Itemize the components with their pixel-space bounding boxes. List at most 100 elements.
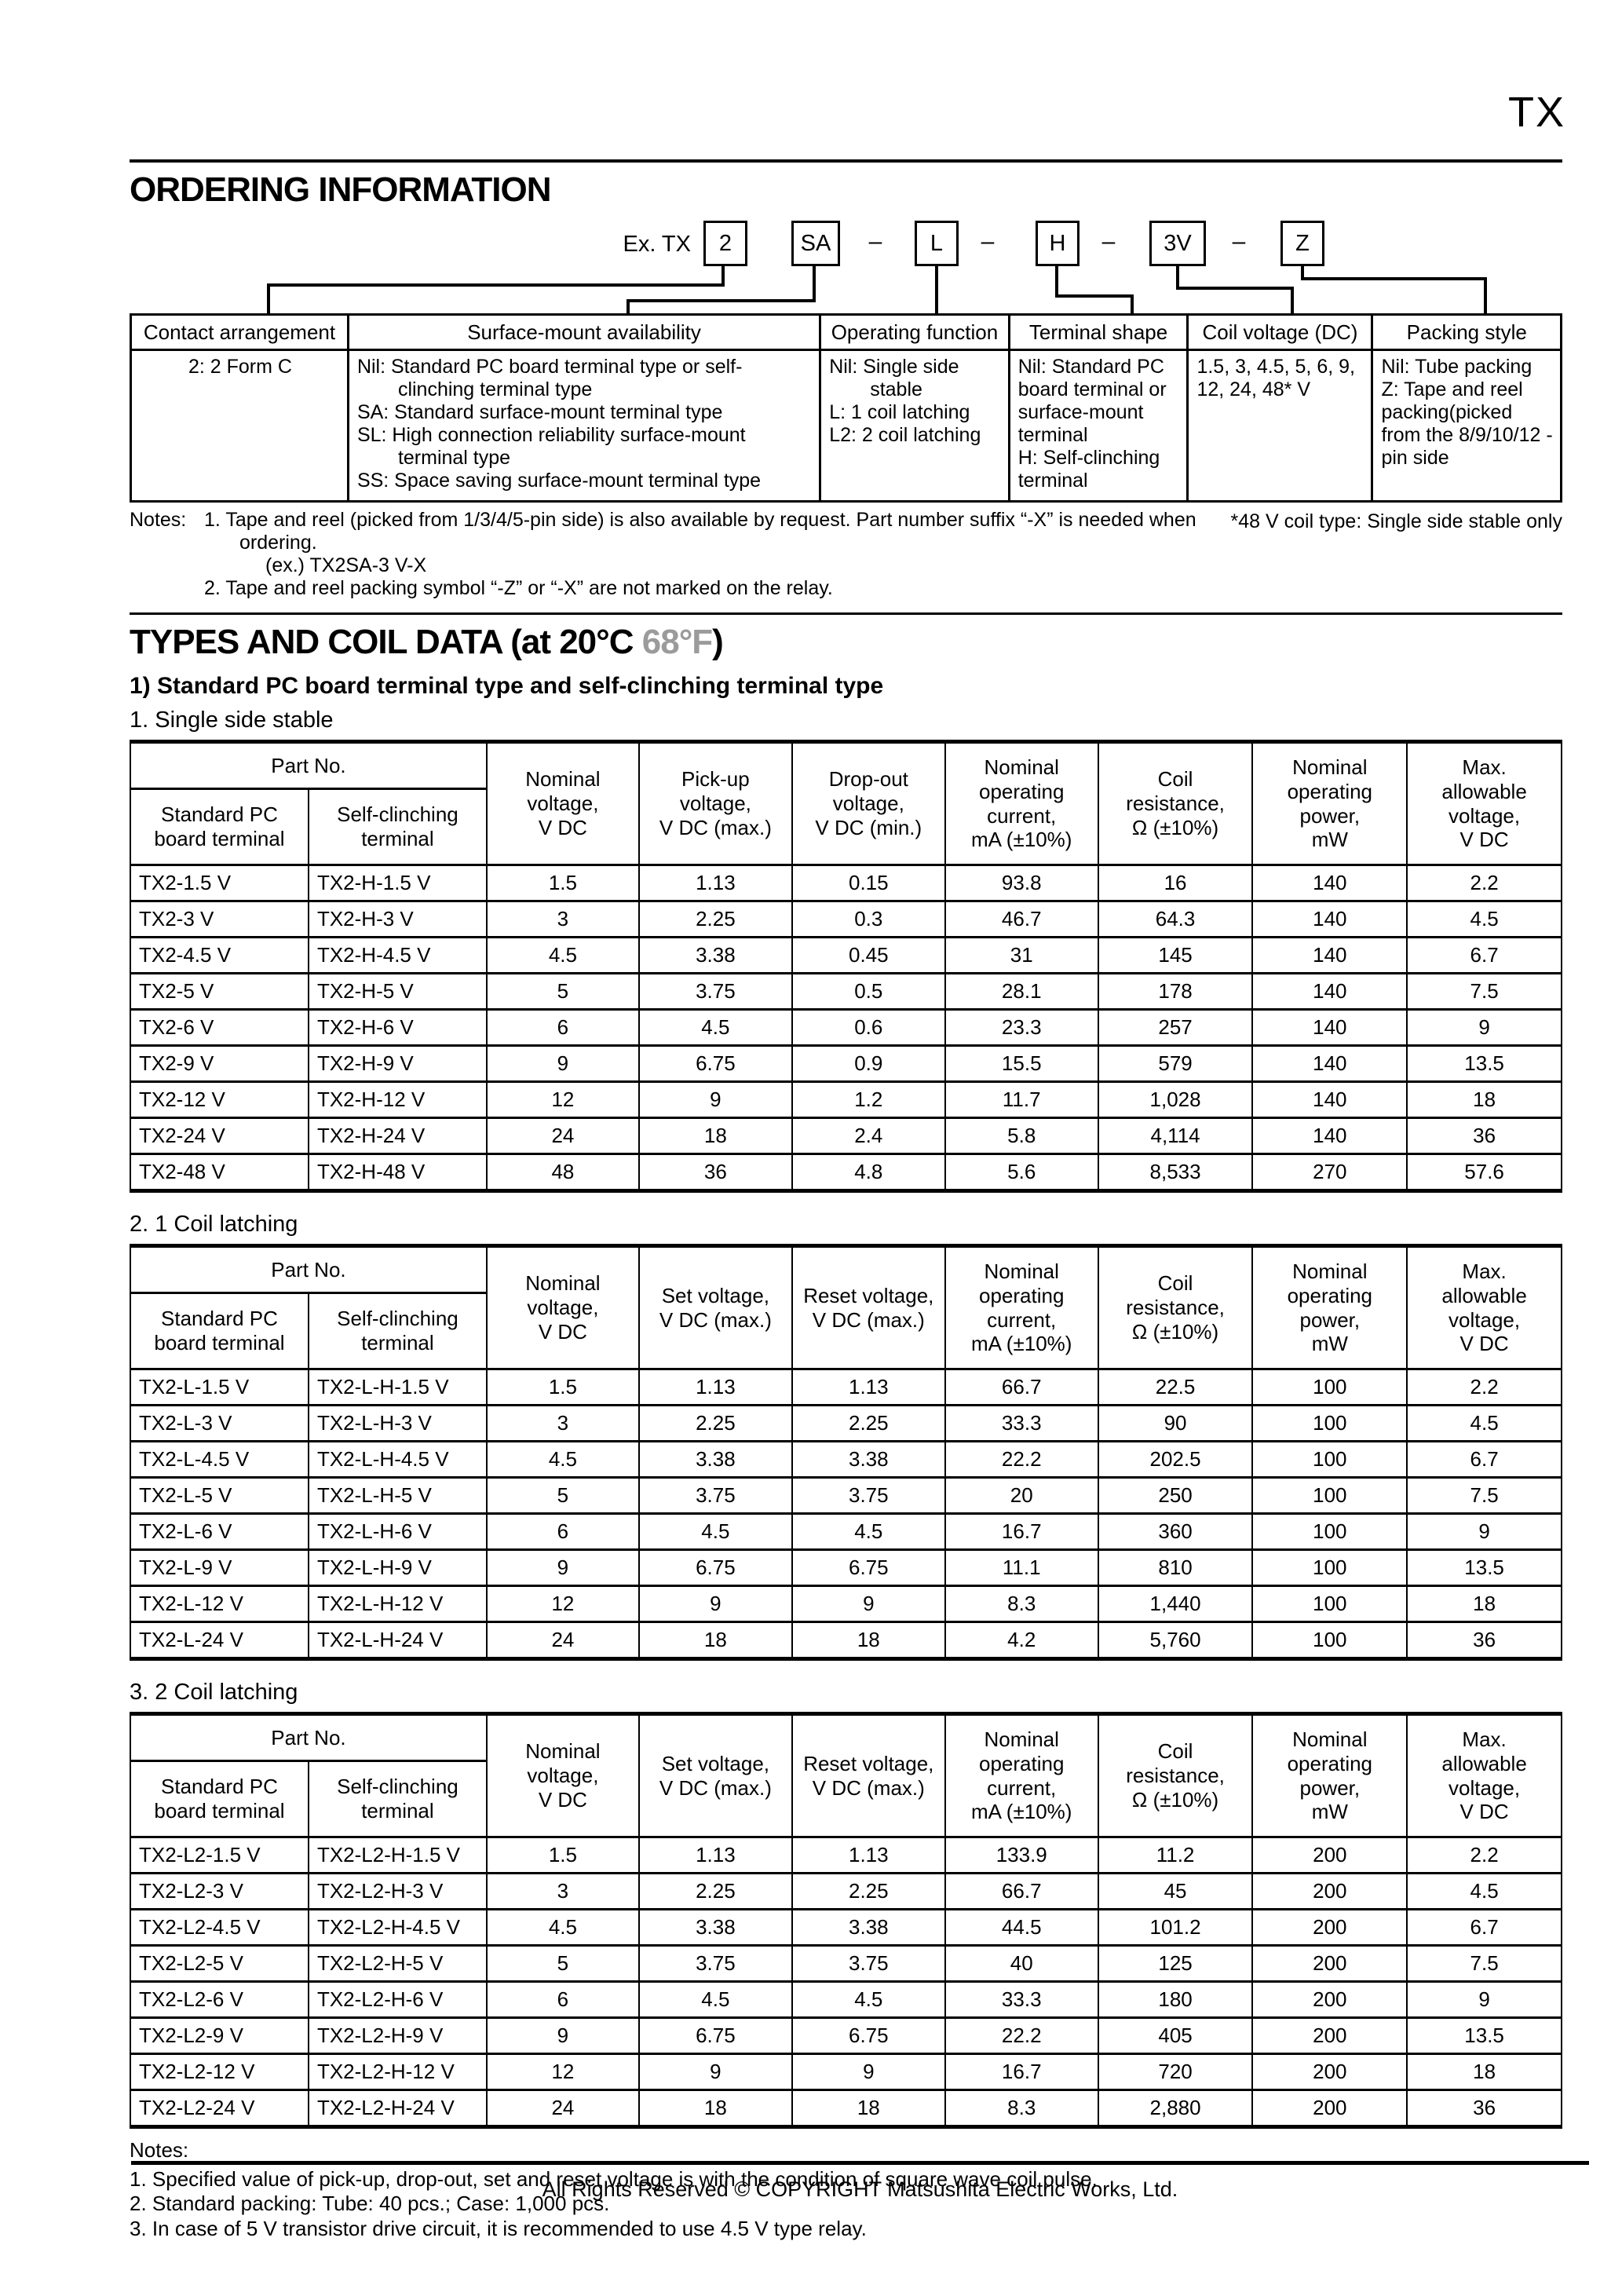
- value-cell: 4.5: [1406, 1404, 1562, 1442]
- value-cell: 2,880: [1097, 2089, 1254, 2128]
- table-row: TX2-4.5 V TX2-H-4.5 V 4.5 3.38 0.45 31 145 140 6…: [130, 936, 1562, 974]
- ordering-table-body-row: 2: 2 Form C Nil: Standard PC board termi…: [130, 349, 1562, 503]
- value-cell: 200: [1251, 2053, 1408, 2091]
- pn-connector-segment: [935, 266, 938, 313]
- value-cell: 13.5: [1406, 1548, 1562, 1587]
- self-clinching-terminal-header: Self-clinching terminal: [307, 1760, 488, 1838]
- coil-resistance-header: Coil resistance, Ω (±10%): [1097, 1245, 1254, 1370]
- value-cell: 8.3: [944, 2089, 1099, 2128]
- part-number-cell: TX2-L-5 V: [130, 1476, 309, 1515]
- part-number-cell: TX2-L-H-9 V: [307, 1548, 488, 1587]
- part-number-cell: TX2-L2-1.5 V: [130, 1836, 309, 1874]
- value-cell: 18: [1406, 1080, 1562, 1119]
- col-header-contact-arrangement: Contact arrangement: [130, 313, 349, 351]
- value-cell: 23.3: [944, 1008, 1099, 1047]
- pn-dash: –: [1232, 229, 1246, 254]
- table-caption-1-coil-latching: 2. 1 Coil latching: [130, 1212, 298, 1237]
- value-cell: 16.7: [944, 1512, 1099, 1551]
- coil-table-1-coil-latching: Part No. Nominal voltage, V DC Set voltage…: [130, 1244, 1562, 1661]
- value-cell: 3.75: [637, 972, 793, 1011]
- part-number-cell: TX2-L-H-5 V: [307, 1476, 488, 1515]
- table-row: TX2-L2-4.5 V TX2-L2-H-4.5 V 4.5 3.38 3.38 44.…: [130, 1908, 1562, 1947]
- table-row: TX2-L2-12 V TX2-L2-H-12 V 12 9 9 16.7 720 200 18: [130, 2053, 1562, 2091]
- part-number-cell: TX2-L2-H-24 V: [307, 2089, 488, 2128]
- part-number-cell: TX2-H-6 V: [307, 1008, 488, 1047]
- value-cell: 133.9: [944, 1836, 1099, 1874]
- part-number-cell: TX2-L2-24 V: [130, 2089, 309, 2128]
- coil-note-3: 3. In case of 5 V transistor drive circu…: [130, 2216, 867, 2240]
- value-cell: 18: [637, 1621, 793, 1660]
- value-cell: 0.45: [791, 936, 946, 974]
- pn-connector-segment: [627, 299, 630, 313]
- pn-connector-segment: [267, 283, 270, 313]
- value-cell: 200: [1251, 2089, 1408, 2128]
- standard-pc-board-terminal-header: Standard PC board terminal: [130, 788, 309, 866]
- pn-box-coil-voltage: 3V: [1149, 221, 1206, 266]
- table-row: TX2-L-3 V TX2-L-H-3 V 3 2.25 2.25 33.3 90 100 4.…: [130, 1404, 1562, 1442]
- value-cell: 90: [1097, 1404, 1254, 1442]
- value-cell: 4.5: [637, 1980, 793, 2019]
- value-cell: 0.5: [791, 972, 946, 1011]
- types-and-coil-data-title: TYPES AND COIL DATA (at 20°C 68°F): [130, 623, 724, 661]
- part-number-cell: TX2-L2-9 V: [130, 2016, 309, 2055]
- part-number-cell: TX2-L2-H-9 V: [307, 2016, 488, 2055]
- pn-connector-segment: [627, 299, 816, 302]
- part-number-cell: TX2-L-1.5 V: [130, 1368, 309, 1406]
- coil-table-2-coil-latching: Part No. Nominal voltage, V DC Set voltage…: [130, 1712, 1562, 2129]
- operating-current-header: Nominal operating current, mA (±10%): [944, 740, 1099, 866]
- nominal-voltage-header: Nominal voltage, V DC: [485, 1245, 640, 1370]
- value-cell: 720: [1097, 2053, 1254, 2091]
- pick-up-voltage-header: Pick-up voltage, V DC (max.): [637, 740, 793, 866]
- value-cell: 140: [1251, 900, 1408, 938]
- value-cell: 7.5: [1406, 1476, 1562, 1515]
- value-cell: 3.38: [637, 936, 793, 974]
- table-row: TX2-48 V TX2-H-48 V 48 36 4.8 5.6 8,533 270 57.6: [130, 1153, 1562, 1192]
- pn-connector-segment: [1484, 277, 1487, 313]
- value-cell: 22.2: [944, 1440, 1099, 1479]
- value-cell: 101.2: [1097, 1908, 1254, 1947]
- pn-connector-segment: [1176, 266, 1179, 290]
- value-cell: 28.1: [944, 972, 1099, 1011]
- value-cell: 200: [1251, 1908, 1408, 1947]
- value-cell: 9: [791, 1585, 946, 1623]
- value-cell: 2.2: [1406, 864, 1562, 902]
- value-cell: 250: [1097, 1476, 1254, 1515]
- value-cell: 93.8: [944, 864, 1099, 902]
- coil-table-body: TX2-L-1.5 V TX2-L-H-1.5 V 1.5 1.13 1.13 66.7 2…: [130, 1368, 1562, 1660]
- col-header-packing-style: Packing style: [1371, 313, 1562, 351]
- value-cell: 5: [485, 972, 640, 1011]
- value-cell: 0.9: [791, 1044, 946, 1083]
- value-cell: 1.13: [791, 1836, 946, 1874]
- value-cell: 3.75: [637, 1944, 793, 1983]
- value-cell: 2.4: [791, 1117, 946, 1155]
- value-cell: 100: [1251, 1621, 1408, 1660]
- part-number-cell: TX2-1.5 V: [130, 864, 309, 902]
- value-cell: 360: [1097, 1512, 1254, 1551]
- value-cell: 202.5: [1097, 1440, 1254, 1479]
- value-cell: 100: [1251, 1585, 1408, 1623]
- cell-terminal-shape: Nil: Standard PC board terminal or surfa…: [1007, 349, 1189, 503]
- value-cell: 9: [791, 2053, 946, 2091]
- standard-pc-board-terminal-header: Standard PC board terminal: [130, 1292, 309, 1370]
- value-cell: 6.7: [1406, 936, 1562, 974]
- ordering-table: Contact arrangement Surface-mount availa…: [130, 313, 1562, 503]
- value-cell: 200: [1251, 2016, 1408, 2055]
- table-row: TX2-L2-5 V TX2-L2-H-5 V 5 3.75 3.75 40 125 200 7…: [130, 1944, 1562, 1983]
- value-cell: 5,760: [1097, 1621, 1254, 1660]
- value-cell: 1.13: [637, 864, 793, 902]
- part-number-cell: TX2-H-5 V: [307, 972, 488, 1011]
- ordering-note-1: 1. Tape and reel (picked from 1/3/4/5-pi…: [204, 509, 1196, 554]
- value-cell: 1.5: [485, 1836, 640, 1874]
- pn-box-contact: 2: [703, 221, 747, 266]
- part-number-cell: TX2-H-4.5 V: [307, 936, 488, 974]
- ordering-note-2: 2. Tape and reel packing symbol “-Z” or …: [204, 577, 833, 599]
- value-cell: 18: [637, 2089, 793, 2128]
- value-cell: 3.75: [637, 1476, 793, 1515]
- value-cell: 66.7: [944, 1368, 1099, 1406]
- value-cell: 1.2: [791, 1080, 946, 1119]
- fahrenheit-value: 68°F: [641, 623, 713, 661]
- part-number-cell: TX2-24 V: [130, 1117, 309, 1155]
- value-cell: 9: [637, 2053, 793, 2091]
- value-cell: 4.5: [637, 1008, 793, 1047]
